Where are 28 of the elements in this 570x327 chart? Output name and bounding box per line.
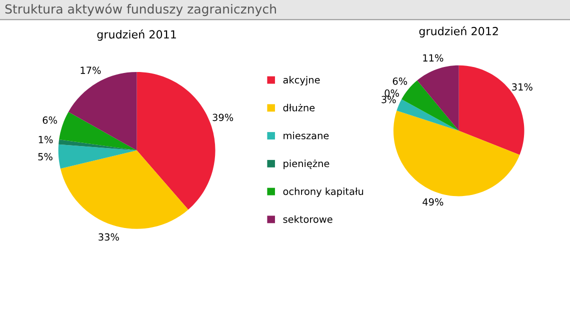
data-label: 17% (80, 66, 101, 74)
chart-title: Struktura aktywów funduszy zagranicznych (5, 4, 276, 16)
data-label: 33% (98, 233, 119, 241)
data-label: 5% (38, 153, 52, 160)
legend-label: dłużne (283, 104, 315, 112)
chart-subtitle: grudzień 2012 (419, 26, 498, 38)
text: 0% (384, 89, 399, 97)
pie-slice (59, 112, 137, 150)
legend-label: mieszane (284, 132, 329, 140)
legend-label: ochrony kapitału (283, 188, 364, 197)
pie-slice (393, 110, 520, 196)
data-label: 31% (512, 83, 532, 91)
data-label: 11% (423, 54, 444, 62)
legend-label: akcyjne (283, 76, 320, 86)
data-label: 3% (382, 96, 396, 104)
data-label: 39% (212, 114, 234, 122)
data-label: 6% (392, 77, 408, 85)
legend-label: pieniężne (284, 160, 330, 170)
data-label: 6% (42, 116, 58, 124)
pie-slice (58, 144, 137, 169)
pie-slice (58, 139, 137, 150)
data-label: 1% (38, 136, 53, 144)
pie-slice (396, 99, 459, 131)
pie-slice (60, 150, 188, 229)
pie-slice (417, 65, 459, 131)
chart-subtitle: grudzień 2011 (97, 30, 176, 41)
data-label: 49% (422, 198, 444, 206)
legend-label: sektorowe (283, 215, 332, 223)
